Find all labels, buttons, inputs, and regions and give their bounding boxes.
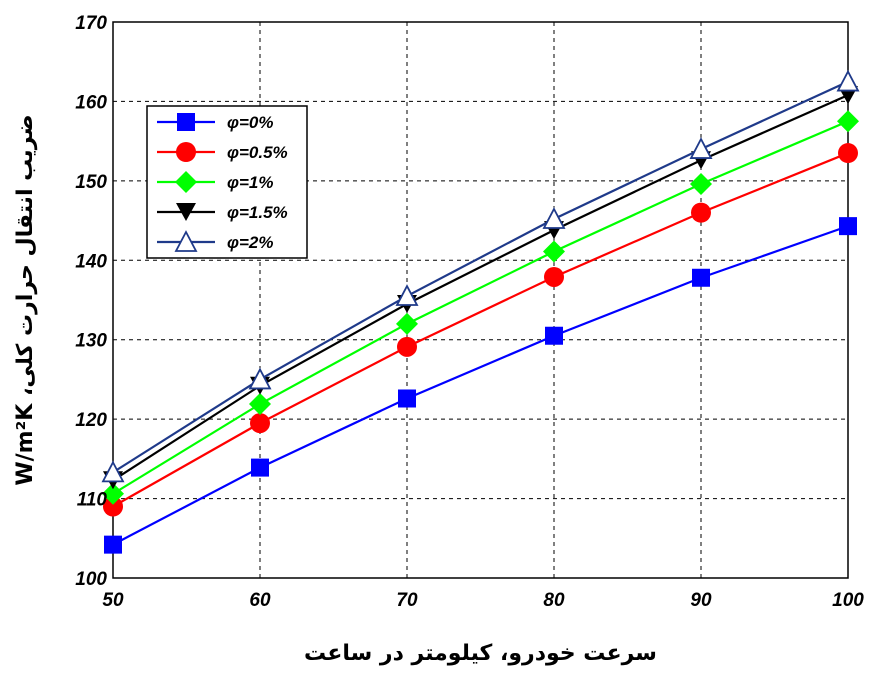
data-point — [542, 207, 566, 229]
data-point — [543, 240, 565, 263]
y-tick-labels: 100 110 120 130 140 150 160 170 — [75, 13, 107, 590]
data-point — [101, 460, 125, 483]
data-point — [103, 496, 123, 517]
series-1 — [104, 217, 857, 554]
x-tick-label: 90 — [690, 590, 712, 611]
x-axis-label: سرعت خودرو، کیلومتر در ساعت — [304, 641, 657, 666]
legend-marker — [176, 142, 196, 162]
legend-marker — [177, 113, 195, 131]
series-line — [112, 80, 849, 474]
x-tick-label: 80 — [543, 590, 565, 611]
x-tick-label: 50 — [102, 590, 124, 611]
y-tick-label: 120 — [75, 410, 107, 431]
data-point — [104, 535, 122, 554]
data-point — [397, 336, 417, 357]
y-tick-label: 160 — [75, 92, 107, 113]
series-2 — [103, 143, 858, 517]
x-tick-labels: 50 60 70 80 90 100 — [102, 590, 864, 611]
data-point — [544, 266, 564, 287]
data-point — [251, 458, 269, 477]
data-point — [250, 413, 270, 434]
data-point — [395, 284, 419, 306]
series-3 — [102, 110, 859, 505]
legend-label: φ=1% — [227, 173, 273, 192]
data-point — [692, 268, 710, 287]
legend-label: φ=1.5% — [227, 203, 288, 222]
series-line — [112, 94, 849, 482]
data-point — [102, 482, 124, 505]
legend-marker — [174, 230, 198, 252]
data-point — [839, 217, 857, 236]
legend-label: φ=2% — [227, 233, 273, 252]
series-line — [112, 225, 849, 546]
data-point — [689, 137, 713, 159]
y-axis-label: ضریب انتقال حرارت کلی، W/m²K — [13, 114, 38, 485]
y-tick-label: 130 — [75, 331, 107, 352]
legend-item: φ=0% — [157, 113, 273, 132]
legend-item: φ=0.5% — [157, 142, 288, 162]
x-tick-label: 60 — [249, 590, 271, 611]
data-point — [249, 393, 271, 416]
data-point — [396, 312, 418, 335]
legend-label: φ=0% — [227, 113, 273, 132]
legend-label: φ=0.5% — [227, 143, 288, 162]
legend-marker — [176, 203, 196, 221]
y-tick-label: 150 — [75, 172, 107, 193]
legend-marker — [175, 171, 197, 193]
series-5 — [101, 69, 860, 483]
series-line — [112, 152, 849, 508]
data-point — [248, 367, 272, 390]
legend-item: φ=2% — [157, 230, 273, 252]
series-line — [112, 120, 849, 495]
series-layer — [101, 69, 860, 554]
legend-item: φ=1% — [157, 171, 273, 193]
y-tick-label: 100 — [75, 569, 107, 590]
x-tick-label: 100 — [832, 590, 864, 611]
y-tick-label: 170 — [75, 13, 107, 34]
x-tick-label: 70 — [396, 590, 418, 611]
plot-frame — [112, 21, 849, 579]
data-point — [691, 202, 711, 223]
y-tick-label: 140 — [75, 251, 107, 272]
legend: φ=0% φ=0.5% φ=1% φ=1.5% φ=2% — [146, 105, 308, 259]
data-point — [398, 389, 416, 408]
legend-item: φ=1.5% — [157, 203, 288, 222]
data-point — [838, 143, 858, 164]
data-point — [545, 326, 563, 345]
data-point — [837, 110, 859, 133]
data-point — [690, 173, 712, 196]
data-point — [836, 69, 860, 92]
y-tick-label: 110 — [77, 490, 108, 511]
